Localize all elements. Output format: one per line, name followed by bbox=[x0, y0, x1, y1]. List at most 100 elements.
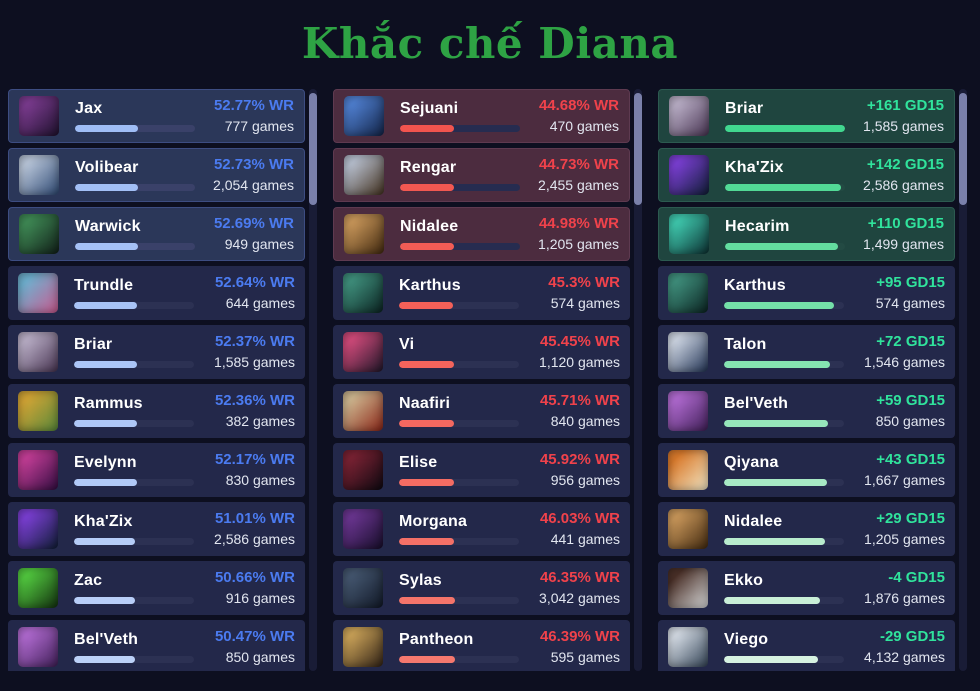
stat-value: 52.73% WR bbox=[213, 156, 294, 174]
scrollbar-thumb[interactable] bbox=[959, 92, 967, 205]
columns-container: Jax 52.77% WR 777 games Volibear 52.73% … bbox=[0, 88, 980, 671]
stat-value: 52.69% WR bbox=[213, 215, 294, 233]
champion-row[interactable]: Briar +161 GD15 1,585 games bbox=[658, 88, 955, 143]
games-count: 1,667 games bbox=[864, 472, 945, 489]
champion-row[interactable]: Qiyana +43 GD15 1,667 games bbox=[658, 442, 955, 497]
stat-bar-fill bbox=[74, 478, 137, 486]
stat-value: 52.77% WR bbox=[213, 97, 294, 115]
games-count: 382 games bbox=[225, 413, 295, 430]
stat-value: +142 GD15 bbox=[866, 156, 944, 174]
champion-row[interactable]: Karthus 45.3% WR 574 games bbox=[333, 265, 630, 320]
scrollbar-track[interactable] bbox=[959, 88, 967, 671]
champion-name: Kha'Zix bbox=[74, 512, 133, 530]
champion-row[interactable]: Sylas 46.35% WR 3,042 games bbox=[333, 560, 630, 615]
champion-name: Elise bbox=[399, 453, 438, 471]
stat-value: 45.3% WR bbox=[548, 274, 620, 292]
champion-name: Trundle bbox=[74, 276, 134, 294]
champion-row[interactable]: Ekko -4 GD15 1,876 games bbox=[658, 560, 955, 615]
scrollbar-thumb[interactable] bbox=[309, 92, 317, 205]
stat-value: -29 GD15 bbox=[879, 628, 945, 646]
champion-row[interactable]: Vi 45.45% WR 1,120 games bbox=[333, 324, 630, 379]
games-count: 1,205 games bbox=[864, 531, 945, 548]
stat-bar-fill bbox=[399, 360, 454, 368]
stat-bar bbox=[74, 537, 194, 545]
stat-value: 52.64% WR bbox=[214, 274, 295, 292]
stat-bar bbox=[75, 124, 195, 132]
scrollbar-track[interactable] bbox=[634, 88, 642, 671]
champion-name: Rammus bbox=[74, 394, 143, 412]
champion-name: Bel'Veth bbox=[74, 630, 139, 648]
champion-row[interactable]: Volibear 52.73% WR 2,054 games bbox=[8, 147, 305, 202]
champion-row[interactable]: Bel'Veth 50.47% WR 850 games bbox=[8, 619, 305, 671]
champion-row[interactable]: Morgana 46.03% WR 441 games bbox=[333, 501, 630, 556]
champion-portrait-icon bbox=[668, 567, 708, 608]
column-best-winrate-counters: Jax 52.77% WR 777 games Volibear 52.73% … bbox=[8, 88, 318, 671]
champion-row[interactable]: Kha'Zix 51.01% WR 2,586 games bbox=[8, 501, 305, 556]
row-list: Briar +161 GD15 1,585 games Kha'Zix +142… bbox=[658, 88, 955, 671]
stat-bar-fill bbox=[724, 537, 825, 545]
champion-row[interactable]: Talon +72 GD15 1,546 games bbox=[658, 324, 955, 379]
champion-row[interactable]: Pantheon 46.39% WR 595 games bbox=[333, 619, 630, 671]
stat-bar-fill bbox=[399, 419, 454, 427]
stat-value: +43 GD15 bbox=[876, 451, 945, 469]
stat-bar-fill bbox=[724, 655, 818, 663]
champion-portrait-icon bbox=[19, 213, 59, 254]
champion-row[interactable]: Jax 52.77% WR 777 games bbox=[8, 88, 305, 143]
champion-row[interactable]: Nidalee +29 GD15 1,205 games bbox=[658, 501, 955, 556]
champion-portrait-icon bbox=[668, 390, 708, 431]
stat-value: +95 GD15 bbox=[876, 274, 945, 292]
champion-portrait-icon bbox=[344, 154, 384, 195]
champion-row[interactable]: Hecarim +110 GD15 1,499 games bbox=[658, 206, 955, 261]
champion-name: Rengar bbox=[400, 158, 457, 176]
stat-bar-fill bbox=[724, 478, 828, 486]
games-count: 949 games bbox=[224, 236, 294, 253]
row-list: Jax 52.77% WR 777 games Volibear 52.73% … bbox=[8, 88, 305, 671]
champion-portrait-icon bbox=[669, 95, 709, 136]
games-count: 777 games bbox=[224, 118, 294, 135]
stat-bar-fill bbox=[400, 124, 454, 132]
stat-bar-fill bbox=[725, 124, 845, 132]
champion-row[interactable]: Evelynn 52.17% WR 830 games bbox=[8, 442, 305, 497]
champion-portrait-icon bbox=[343, 390, 383, 431]
champion-row[interactable]: Kha'Zix +142 GD15 2,586 games bbox=[658, 147, 955, 202]
stat-bar-fill bbox=[400, 183, 454, 191]
stat-bar-fill bbox=[74, 655, 135, 663]
stat-bar bbox=[399, 478, 519, 486]
stat-bar bbox=[400, 183, 520, 191]
champion-row[interactable]: Viego -29 GD15 4,132 games bbox=[658, 619, 955, 671]
games-count: 1,205 games bbox=[538, 236, 619, 253]
champion-row[interactable]: Zac 50.66% WR 916 games bbox=[8, 560, 305, 615]
champion-portrait-icon bbox=[344, 213, 384, 254]
stat-bar bbox=[724, 419, 844, 427]
champion-row[interactable]: Briar 52.37% WR 1,585 games bbox=[8, 324, 305, 379]
champion-name: Briar bbox=[74, 335, 113, 353]
stat-bar-fill bbox=[399, 537, 455, 545]
champion-row[interactable]: Naafiri 45.71% WR 840 games bbox=[333, 383, 630, 438]
stat-value: 46.35% WR bbox=[539, 569, 620, 587]
scrollbar-thumb[interactable] bbox=[634, 92, 642, 205]
champion-name: Kha'Zix bbox=[725, 158, 784, 176]
games-count: 830 games bbox=[225, 472, 295, 489]
champion-row[interactable]: Rengar 44.73% WR 2,455 games bbox=[333, 147, 630, 202]
stat-bar-fill bbox=[724, 596, 820, 604]
champion-portrait-icon bbox=[668, 508, 708, 549]
champion-row[interactable]: Rammus 52.36% WR 382 games bbox=[8, 383, 305, 438]
stat-bar bbox=[724, 655, 844, 663]
champion-row[interactable]: Karthus +95 GD15 574 games bbox=[658, 265, 955, 320]
champion-row[interactable]: Sejuani 44.68% WR 470 games bbox=[333, 88, 630, 143]
scrollbar-track[interactable] bbox=[309, 88, 317, 671]
champion-row[interactable]: Bel'Veth +59 GD15 850 games bbox=[658, 383, 955, 438]
stat-bar bbox=[724, 360, 844, 368]
stat-bar bbox=[74, 419, 194, 427]
stat-bar bbox=[725, 242, 845, 250]
stat-bar bbox=[400, 124, 520, 132]
champion-name: Briar bbox=[725, 99, 764, 117]
champion-portrait-icon bbox=[668, 272, 708, 313]
champion-row[interactable]: Nidalee 44.98% WR 1,205 games bbox=[333, 206, 630, 261]
champion-row[interactable]: Warwick 52.69% WR 949 games bbox=[8, 206, 305, 261]
stat-value: 45.45% WR bbox=[539, 333, 620, 351]
champion-row[interactable]: Elise 45.92% WR 956 games bbox=[333, 442, 630, 497]
games-count: 956 games bbox=[550, 472, 620, 489]
champion-row[interactable]: Trundle 52.64% WR 644 games bbox=[8, 265, 305, 320]
stat-bar-fill bbox=[74, 596, 135, 604]
